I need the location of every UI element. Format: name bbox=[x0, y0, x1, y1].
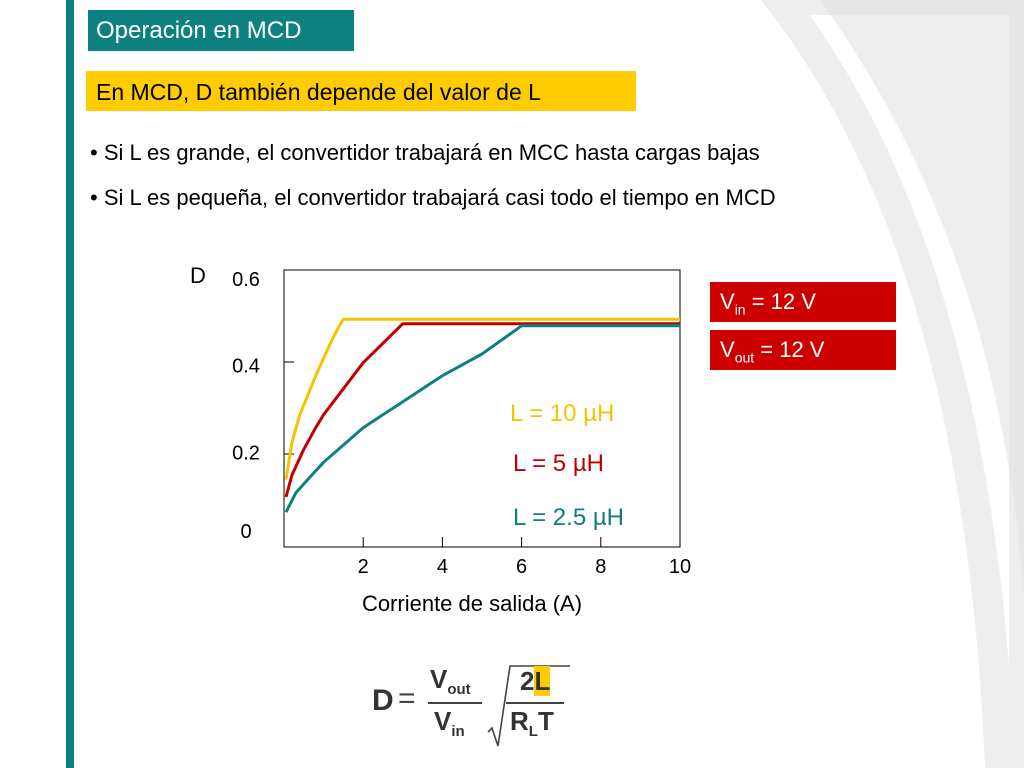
x-tick-label: 2 bbox=[358, 556, 369, 578]
formula-2: 2 bbox=[520, 666, 535, 696]
formula-vout: Vout bbox=[430, 664, 471, 698]
formula-d: D bbox=[372, 684, 394, 717]
formula-rlt: RLT bbox=[510, 706, 554, 740]
series-line-1 bbox=[284, 322, 680, 498]
param-vout: Vout = 12 V bbox=[710, 330, 896, 370]
formula-sqrt-icon bbox=[487, 665, 570, 747]
param-vin: Vin = 12 V bbox=[710, 282, 896, 322]
y-axis-ticks: 0 0.2 0.4 0.6 bbox=[232, 269, 294, 543]
y-tick-label: 0.6 bbox=[232, 269, 260, 291]
formula-vin-sub: in bbox=[451, 723, 465, 741]
param-vin-sub: in bbox=[734, 301, 746, 318]
x-axis-label: Corriente de salida (A) bbox=[362, 591, 582, 616]
formula-fraction-bar-2 bbox=[506, 702, 564, 704]
series-line-0 bbox=[284, 317, 680, 480]
formula-vin-v: V bbox=[434, 706, 452, 736]
param-vin-value: = 12 V bbox=[745, 289, 816, 314]
x-tick-label: 10 bbox=[669, 556, 691, 578]
param-vout-sub: out bbox=[734, 349, 755, 366]
formula-r-sub: L bbox=[528, 723, 538, 741]
slide-subtitle: En MCD, D también depende del valor de L bbox=[86, 71, 636, 111]
x-axis-ticks: 2 4 6 8 10 bbox=[358, 537, 691, 578]
x-tick-label: 4 bbox=[437, 556, 448, 578]
series-lines bbox=[284, 317, 680, 513]
left-accent-bar bbox=[66, 0, 74, 768]
curve-label-1: L = 5 µH bbox=[513, 450, 604, 477]
curve-label-0: L = 10 µH bbox=[510, 400, 614, 427]
y-tick-label: 0.2 bbox=[232, 442, 260, 464]
y-tick-label: 0 bbox=[240, 521, 251, 543]
formula-vin: Vin bbox=[434, 706, 465, 740]
slide-title: Operación en MCD bbox=[88, 10, 354, 51]
formula-vout-sub: out bbox=[447, 681, 471, 699]
formula-equals: = bbox=[398, 682, 416, 715]
param-vout-symbol: V bbox=[720, 337, 735, 362]
formula-fraction-bar bbox=[428, 702, 482, 704]
param-vout-value: = 12 V bbox=[754, 337, 825, 362]
formula-2l: 2L bbox=[520, 666, 551, 697]
curve-label-2: L = 2.5 µH bbox=[513, 504, 624, 531]
y-tick-label: 0.4 bbox=[232, 356, 260, 378]
formula-l-highlight: L bbox=[534, 666, 551, 696]
bullet-small-l: • Si L es pequeña, el convertidor trabaj… bbox=[90, 185, 776, 210]
curve-labels: L = 10 µH L = 5 µH L = 2.5 µH bbox=[510, 400, 624, 531]
plot-area-frame bbox=[283, 269, 681, 548]
formula-r: R bbox=[510, 706, 529, 736]
formula-t: T bbox=[537, 706, 554, 736]
param-vin-symbol: V bbox=[720, 289, 735, 314]
bullet-large-l: • Si L es grande, el convertidor trabaja… bbox=[90, 140, 760, 165]
formula-vout-v: V bbox=[430, 664, 448, 694]
y-axis-label: D bbox=[190, 263, 206, 288]
series-line-2 bbox=[284, 324, 680, 513]
x-tick-label: 6 bbox=[516, 556, 527, 578]
duty-cycle-formula: D = Vout Vin 2L RLT bbox=[372, 662, 572, 752]
x-tick-label: 8 bbox=[595, 556, 606, 578]
